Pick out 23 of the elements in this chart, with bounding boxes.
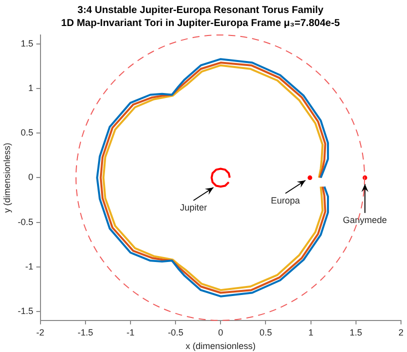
y-tick-label: 0 (28, 172, 34, 182)
y-tick-label: 1.5 (20, 38, 34, 48)
chart-title: 3:4 Unstable Jupiter-Europa Resonant Torus Family (78, 4, 324, 16)
y-tick-label: -1.5 (18, 306, 34, 316)
x-tick-label: 1 (308, 327, 314, 338)
x-tick-label: 1.5 (350, 327, 362, 338)
x-tick-label: -2 (36, 327, 44, 338)
annotation: Europa (270, 195, 300, 206)
x-tick-label: 0 (218, 327, 224, 338)
annotation: Jupiter (180, 202, 207, 212)
annotation: Ganymede (342, 214, 387, 225)
y-tick-label: 0.5 (20, 128, 34, 138)
x-tick-label: -1 (126, 327, 134, 338)
y-tick-label: -1 (25, 261, 34, 272)
y-tick-label: 1 (28, 82, 34, 93)
x-tick-label: 0.5 (259, 327, 272, 338)
x-tick-label: 2 (398, 327, 404, 338)
y-tick-label: -0.5 (18, 216, 34, 227)
x-tick-label: -1.5 (78, 327, 94, 338)
x-tick-label: -0.5 (168, 327, 184, 338)
chart-subtitle: 1D Map-Invariant Tori in Jupiter-Europa Frame μ₃=7.804e-5 (61, 18, 340, 29)
x-axis-title: x (dimensionless) (186, 341, 256, 352)
y-axis-title: y (dimensionless) (2, 142, 12, 213)
